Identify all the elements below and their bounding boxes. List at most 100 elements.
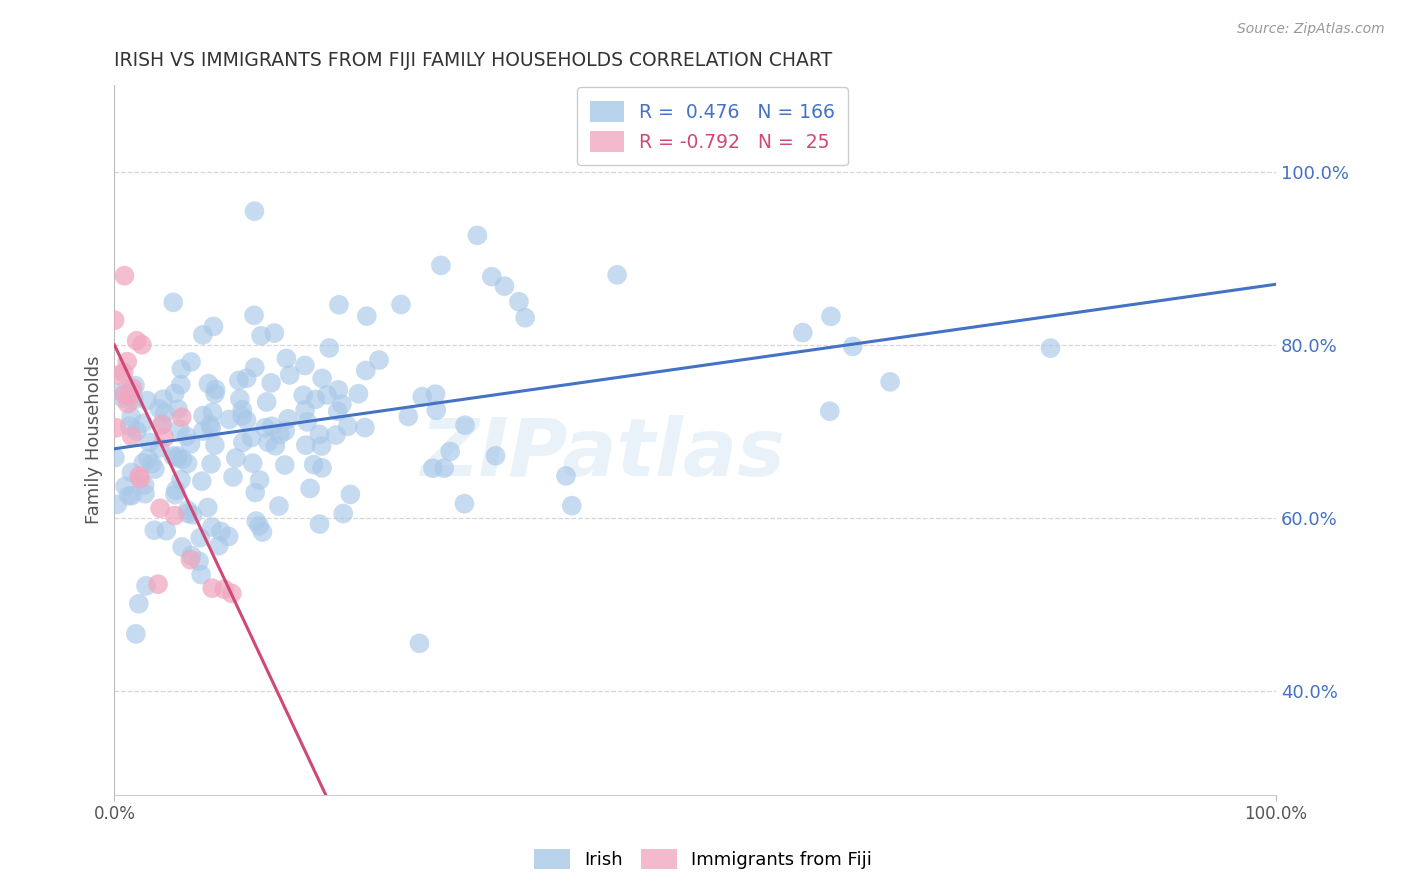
Point — [347, 386, 370, 401]
Point — [177, 503, 200, 517]
Point — [231, 409, 253, 423]
Point — [170, 410, 193, 425]
Point — [204, 386, 226, 401]
Point — [453, 497, 475, 511]
Point — [172, 540, 194, 554]
Point — [311, 460, 333, 475]
Point — [200, 457, 222, 471]
Point — [425, 387, 447, 401]
Point — [326, 404, 349, 418]
Point — [197, 500, 219, 515]
Point — [267, 499, 290, 513]
Point — [218, 529, 240, 543]
Point — [354, 420, 377, 434]
Point — [481, 269, 503, 284]
Point — [299, 482, 322, 496]
Point — [201, 405, 224, 419]
Point — [112, 392, 135, 406]
Point — [204, 438, 226, 452]
Point — [117, 397, 139, 411]
Point — [330, 397, 353, 411]
Point — [368, 353, 391, 368]
Point — [256, 395, 278, 409]
Point — [179, 552, 201, 566]
Point — [180, 355, 202, 369]
Point — [818, 404, 841, 418]
Point — [121, 381, 143, 395]
Point — [143, 462, 166, 476]
Point — [146, 577, 169, 591]
Point — [294, 403, 316, 417]
Point — [257, 435, 280, 450]
Point — [292, 388, 315, 402]
Point — [231, 402, 253, 417]
Point — [235, 413, 257, 427]
Point — [118, 384, 141, 399]
Point — [218, 412, 240, 426]
Point — [209, 524, 232, 539]
Point — [328, 383, 350, 397]
Point — [252, 524, 274, 539]
Point — [269, 427, 291, 442]
Point — [162, 449, 184, 463]
Point — [222, 470, 245, 484]
Point — [555, 468, 578, 483]
Point — [240, 430, 263, 444]
Point — [155, 524, 177, 538]
Point — [153, 431, 176, 445]
Point — [128, 597, 150, 611]
Point — [208, 539, 231, 553]
Point — [294, 359, 316, 373]
Point — [389, 297, 412, 311]
Point — [430, 259, 453, 273]
Point — [112, 366, 135, 380]
Point — [104, 313, 127, 327]
Point — [318, 341, 340, 355]
Point — [235, 371, 257, 385]
Point — [128, 468, 150, 483]
Point — [176, 429, 198, 443]
Point — [879, 375, 901, 389]
Point — [250, 328, 273, 343]
Point — [191, 474, 214, 488]
Point — [136, 393, 159, 408]
Point — [118, 389, 141, 403]
Point — [328, 298, 350, 312]
Point — [274, 458, 297, 472]
Point — [276, 351, 298, 366]
Point — [163, 386, 186, 401]
Point — [245, 485, 267, 500]
Point — [325, 428, 347, 442]
Point — [176, 507, 198, 521]
Point — [134, 486, 156, 500]
Point — [311, 439, 333, 453]
Text: IRISH VS IMMIGRANTS FROM FIJI FAMILY HOUSEHOLDS CORRELATION CHART: IRISH VS IMMIGRANTS FROM FIJI FAMILY HOU… — [114, 51, 832, 70]
Legend: R =  0.476   N = 166, R = -0.792   N =  25: R = 0.476 N = 166, R = -0.792 N = 25 — [578, 87, 848, 165]
Point — [201, 581, 224, 595]
Point — [135, 579, 157, 593]
Point — [316, 388, 339, 402]
Point — [336, 419, 359, 434]
Point — [136, 451, 159, 466]
Point — [264, 439, 287, 453]
Point — [125, 424, 148, 438]
Point — [297, 415, 319, 429]
Point — [243, 308, 266, 322]
Point — [243, 204, 266, 219]
Point — [131, 337, 153, 351]
Point — [152, 417, 174, 431]
Point — [191, 409, 214, 423]
Point — [169, 422, 191, 436]
Point — [508, 294, 530, 309]
Point — [308, 517, 330, 532]
Point — [294, 438, 316, 452]
Point — [232, 435, 254, 450]
Point — [229, 392, 252, 406]
Point — [425, 403, 447, 417]
Point — [820, 310, 842, 324]
Point — [188, 531, 211, 545]
Point — [202, 319, 225, 334]
Point — [311, 371, 333, 385]
Point — [411, 390, 433, 404]
Point — [141, 457, 163, 471]
